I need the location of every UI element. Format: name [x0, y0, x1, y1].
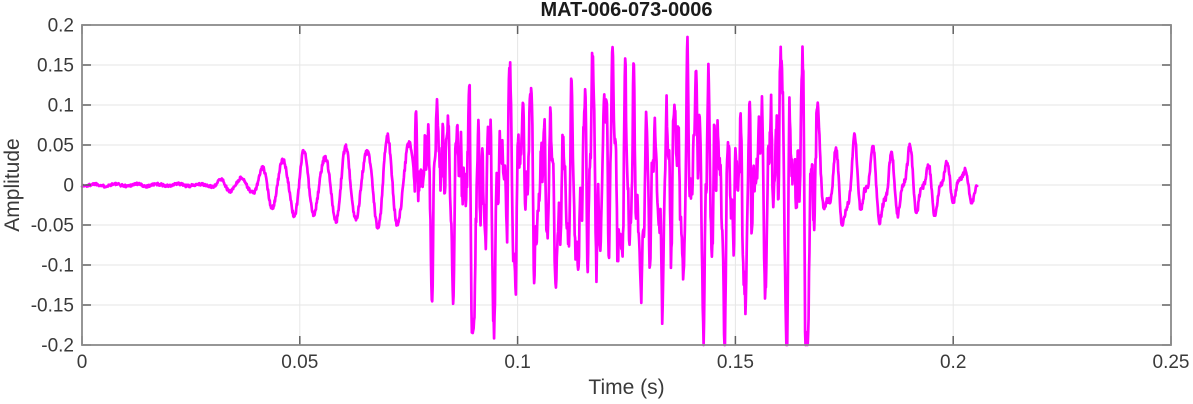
y-tick-label: -0.15 [31, 296, 74, 317]
x-tick-labels: 0 0.05 0.1 0.15 0.2 0.25 [77, 352, 1190, 373]
y-tick-label: 0.1 [48, 96, 74, 117]
y-axis-label: Amplitude [1, 138, 24, 232]
y-tick-label: 0.2 [48, 16, 74, 37]
y-tick-label: -0.05 [31, 216, 74, 237]
axes-box [81, 24, 1172, 346]
y-tick-label: -0.2 [41, 336, 74, 357]
x-tick-label: 0.2 [940, 352, 966, 373]
y-tick-label: 0 [63, 176, 74, 197]
x-tick-label: 0.25 [1153, 352, 1190, 373]
y-tick-label: 0.15 [37, 56, 74, 77]
y-tick-labels: -0.2 -0.15 -0.1 -0.05 0 0.05 0.1 0.15 0.2 [31, 16, 74, 357]
x-tick-label: 0.15 [717, 352, 754, 373]
x-axis-label: Time (s) [588, 376, 665, 399]
y-tick-label: 0.05 [37, 136, 74, 157]
y-tick-label: -0.1 [41, 256, 74, 277]
x-tick-label: 0.1 [504, 352, 530, 373]
chart-title: MAT-006-073-0006 [540, 0, 713, 21]
signal-waveform [80, 35, 979, 347]
x-tick-label: 0.05 [281, 352, 318, 373]
x-tick-label: 0 [77, 352, 88, 373]
